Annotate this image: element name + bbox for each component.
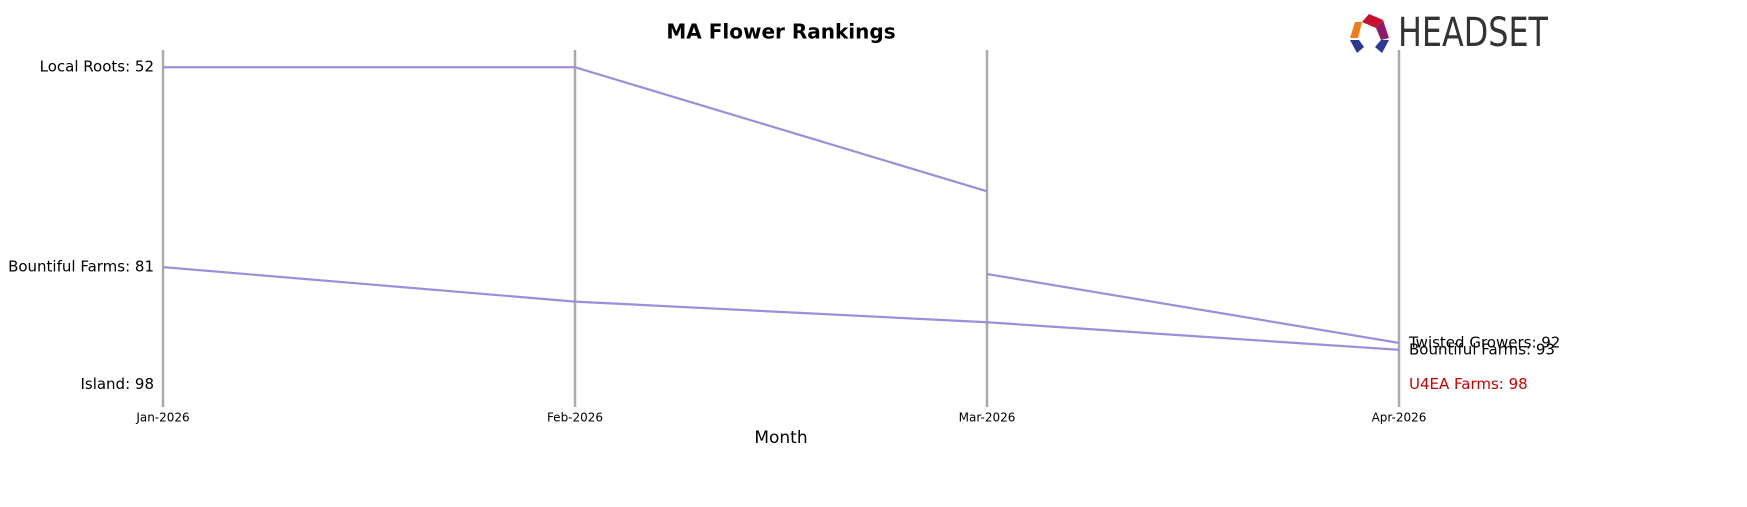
logo-shape — [1350, 22, 1362, 38]
logo-shape — [1376, 20, 1389, 40]
value-label: Bountiful Farms: 81 — [8, 258, 154, 276]
value-label: U4EA Farms: 98 — [1409, 375, 1528, 393]
series-line — [986, 272, 1400, 345]
series-line — [162, 266, 1400, 351]
x-axis-label: Month — [754, 428, 807, 448]
x-tick-label: Apr-2026 — [1372, 411, 1427, 425]
chart-title: MA Flower Rankings — [666, 20, 895, 44]
value-label: Island: 98 — [80, 375, 154, 393]
logo: HEADSET — [1350, 10, 1548, 56]
value-label: Bountiful Farms: 93 — [1409, 340, 1555, 358]
value-label: Twisted Growers: 92 — [1408, 333, 1560, 351]
logo-text: HEADSET — [1398, 10, 1548, 56]
logo-shape — [1375, 40, 1389, 53]
logo-shape — [1350, 40, 1364, 53]
x-tick-label: Feb-2026 — [547, 411, 603, 425]
logo-shape — [1362, 14, 1383, 28]
series-line — [163, 66, 988, 193]
x-tick-label: Mar-2026 — [959, 411, 1016, 425]
value-label: Local Roots: 52 — [40, 58, 154, 76]
x-tick-label: Jan-2026 — [135, 411, 189, 425]
